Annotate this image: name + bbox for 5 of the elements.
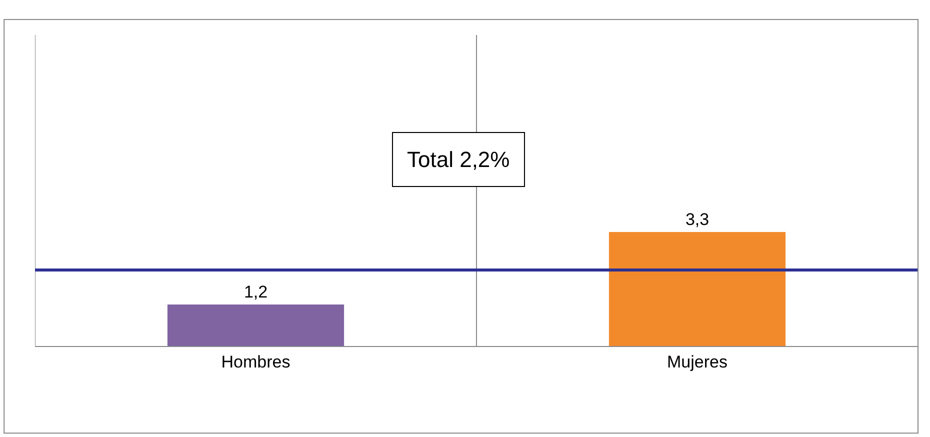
data-label: 1,2: [244, 282, 268, 302]
data-label: 3,3: [685, 210, 710, 229]
x-tick-label: Mujeres: [667, 352, 728, 372]
annotation: Total 2,2%: [407, 147, 510, 172]
x-tick-label: Hombres: [221, 352, 290, 372]
